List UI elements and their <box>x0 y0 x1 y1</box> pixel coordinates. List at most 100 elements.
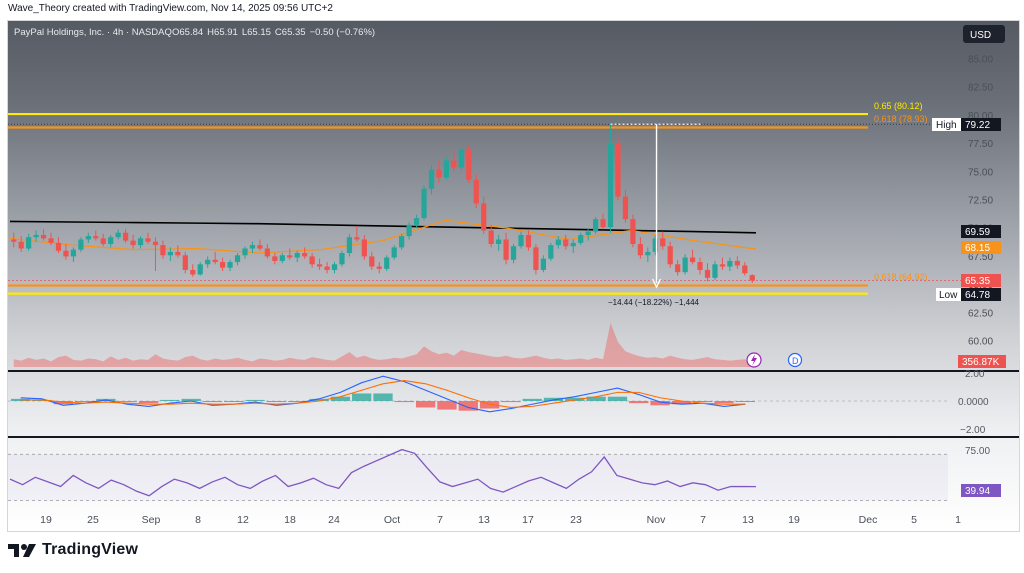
macd-histogram-bar <box>245 399 265 401</box>
macd-histogram-bar <box>74 401 95 402</box>
candle-body <box>518 234 524 247</box>
candle-body <box>227 262 233 268</box>
candle-body <box>324 266 330 270</box>
candle-body <box>548 245 554 259</box>
candle-body <box>481 203 487 231</box>
candle-body <box>578 234 584 243</box>
ema-fast-badge: 68.15 <box>961 241 1001 254</box>
macd-axis-top: 2.00 <box>965 369 985 380</box>
candle-body <box>496 239 502 244</box>
price-axis-label: 72.50 <box>968 196 993 207</box>
svg-text:D: D <box>792 356 799 366</box>
candle-body <box>264 248 270 257</box>
candle-body <box>167 251 174 256</box>
time-axis-label: Nov <box>647 514 666 526</box>
candle-body <box>18 241 24 249</box>
macd-histogram-bar <box>352 393 372 401</box>
candle-body <box>354 237 360 240</box>
time-axis-label: 17 <box>522 514 534 526</box>
macd-histogram-bar <box>181 398 201 401</box>
candle-body <box>384 257 390 269</box>
price-axis-label: 77.50 <box>968 139 993 150</box>
candle-body <box>675 264 681 273</box>
candle-body <box>660 238 666 247</box>
candle-body <box>488 230 494 244</box>
measure-arrowhead <box>651 278 662 289</box>
candle-body <box>615 143 621 197</box>
svg-text:Low: Low <box>939 290 958 301</box>
macd-histogram-bar <box>522 398 542 401</box>
candle-body <box>137 238 144 246</box>
candles <box>11 124 755 283</box>
candle-body <box>607 143 614 228</box>
price-axis-label: 60.00 <box>968 337 993 348</box>
candle-body <box>182 255 188 270</box>
svg-text:65.35: 65.35 <box>965 276 990 287</box>
candle-body <box>302 253 308 257</box>
chart-canvas[interactable]: PayPal Holdings, Inc. · 4h · NASDAQ O65.… <box>8 21 1019 531</box>
candle-body <box>540 258 547 270</box>
candle-body <box>212 259 218 263</box>
fib-levels <box>8 112 961 295</box>
lightning-icon[interactable] <box>746 352 762 368</box>
macd-histogram-bar <box>714 401 734 404</box>
chart-frame[interactable]: PayPal Holdings, Inc. · 4h · NASDAQ O65.… <box>7 20 1020 532</box>
candle-body <box>100 238 106 244</box>
candle-body <box>585 231 591 235</box>
time-axis-label: Sep <box>142 514 161 526</box>
candle-body <box>123 232 129 241</box>
candle-body <box>11 239 17 242</box>
candle-body <box>689 257 696 263</box>
svg-text:68.15: 68.15 <box>965 243 990 254</box>
macd-histogram-bar <box>671 401 692 405</box>
volume-badge: 356.87K <box>958 355 1006 368</box>
candle-body <box>712 264 718 278</box>
measure-tool[interactable] <box>610 123 701 289</box>
candle-body <box>466 149 472 180</box>
macd-histogram-bar <box>629 401 649 404</box>
candle-body <box>287 255 293 258</box>
rsi-pane <box>8 448 948 501</box>
candle-body <box>115 232 121 238</box>
candle-body <box>55 242 62 251</box>
time-axis-label: 5 <box>911 514 917 526</box>
rsi-badge: 39.94 <box>961 484 1001 497</box>
legend-symbol: PayPal Holdings, Inc. · 4h · NASDAQ <box>14 27 172 38</box>
currency-button[interactable] <box>963 25 1005 43</box>
candle-body <box>443 160 450 178</box>
candle-body <box>451 160 457 168</box>
price-axis-label: 85.00 <box>968 55 993 66</box>
price-axis-label: 62.50 <box>968 308 993 319</box>
candle-body <box>175 251 181 256</box>
candle-body <box>249 245 256 249</box>
rsi-line <box>9 448 757 497</box>
macd-axis-bottom: −2.00 <box>960 425 986 436</box>
time-axis-label: 19 <box>788 514 800 526</box>
candle-body <box>399 236 405 248</box>
macd-histogram-bar <box>586 396 606 401</box>
volume-area <box>13 323 753 367</box>
candle-body <box>361 239 367 257</box>
candle-body <box>742 265 748 274</box>
time-axis: 19 25 Sep 8 12 18 24 Oct 7 13 17 23 Nov 7 13 19 Dec 5 1 <box>40 514 961 526</box>
time-axis-label: 1 <box>955 514 961 526</box>
candle-body <box>563 239 569 247</box>
macd-histogram-bar <box>501 401 521 403</box>
candle-body <box>570 242 576 247</box>
time-axis-label: Dec <box>859 514 878 526</box>
ema-slow-line <box>9 220 757 234</box>
candle-body <box>26 237 32 249</box>
svg-text:79.22: 79.22 <box>965 120 990 131</box>
dividend-icon[interactable]: D <box>787 352 803 368</box>
candle-body <box>645 251 651 256</box>
high-badge: High 79.22 <box>932 118 1001 131</box>
candle-body <box>406 224 412 237</box>
candle-body <box>682 257 688 273</box>
candle-body <box>78 239 84 250</box>
candle-body <box>600 219 606 228</box>
candle-body <box>376 266 382 269</box>
price-axis-label: 67.50 <box>968 252 993 263</box>
fib-label-bottom-inner: 0.618 (64.92) <box>874 272 928 282</box>
volume-series <box>13 323 753 367</box>
chart-credit: Wave_Theory created with TradingView.com… <box>8 3 333 14</box>
